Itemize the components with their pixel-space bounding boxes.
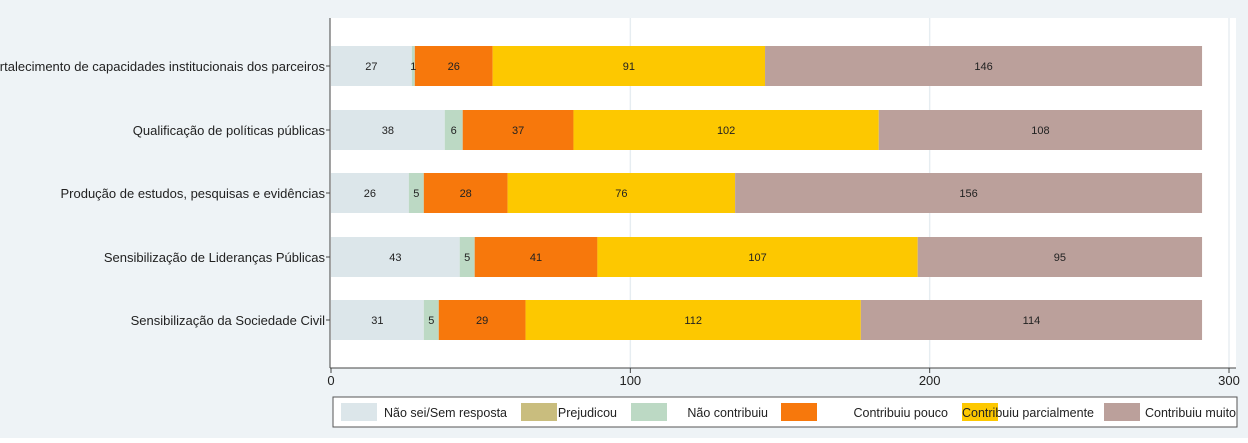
bar-value-label: 27 [365, 61, 377, 73]
bar-value-label: 26 [448, 61, 460, 73]
bar-value-label: 41 [530, 252, 542, 264]
x-axis: 0 100 200 300 [326, 18, 1240, 388]
legend-item-label: Contribuiu pouco [853, 406, 948, 420]
legend-item-label: Contribuiu muito [1145, 406, 1236, 420]
category-label: Sensibilização de Lideranças Públicas [104, 250, 326, 265]
bar-segment [438, 300, 526, 340]
bar-value-label: 102 [717, 125, 735, 137]
legend: Não sei/Sem resposta Prejudicou Não contri… [332, 396, 1238, 428]
legend-swatch [1104, 403, 1140, 421]
legend-item-label: Prejudicou [558, 406, 617, 420]
bar-value-label: 108 [1031, 125, 1049, 137]
bar-segment [462, 110, 574, 150]
bar-segment [878, 110, 1203, 150]
x-tick-label: 0 [327, 373, 334, 388]
legend-item-label: Contribuiu parcialmente [962, 406, 1094, 420]
bar-value-labels: 27 1 26 91 146 38 6 37 102 108 26 5 28 76 156 43 5 41 107 9… [364, 61, 1066, 327]
bar-segment [331, 300, 424, 340]
bar-value-label: 38 [382, 125, 394, 137]
bar-value-label: 146 [974, 61, 992, 73]
bar-value-label: 1 [410, 61, 416, 73]
bar-segment [507, 173, 736, 213]
bar-segment [423, 300, 439, 340]
bar-value-label: 114 [1023, 315, 1041, 327]
bar-segment [331, 110, 445, 150]
category-label: Produção de estudos, pesquisas e evidênc… [60, 186, 325, 201]
bar-segment [331, 46, 412, 86]
category-label: Sensibilização da Sociedade Civil [131, 313, 326, 328]
x-tick-label: 200 [919, 373, 941, 388]
bar-segment [597, 237, 918, 277]
bar-segment [423, 173, 508, 213]
bar-segment [573, 110, 879, 150]
legend-swatch [781, 403, 817, 421]
bar-value-label: 29 [476, 315, 488, 327]
bar-value-label: 107 [748, 252, 766, 264]
bar-segment [917, 237, 1203, 277]
bar-value-label: 5 [428, 315, 434, 327]
legend-item-label: Não sei/Sem resposta [384, 406, 507, 420]
bar-segment [459, 237, 475, 277]
category-label: Qualificação de políticas públicas [133, 123, 326, 138]
bar-value-label: 5 [413, 188, 419, 200]
category-label: Fortalecimento de capacidades institucio… [0, 59, 325, 74]
x-tick-label: 100 [619, 373, 641, 388]
bar-value-label: 91 [623, 61, 635, 73]
bar-value-label: 31 [371, 315, 383, 327]
legend-swatch [341, 403, 377, 421]
x-tick-label: 300 [1218, 373, 1240, 388]
bar-segment [474, 237, 598, 277]
bar-segment [331, 173, 409, 213]
bar-value-label: 43 [389, 252, 401, 264]
bar-value-label: 26 [364, 188, 376, 200]
legend-swatch [962, 403, 998, 421]
bar-segment [414, 46, 493, 86]
bar-segment [411, 46, 415, 86]
bar-value-label: 5 [464, 252, 470, 264]
bar-segment [735, 173, 1203, 213]
bar-segment [408, 173, 424, 213]
bar-value-label: 37 [512, 125, 524, 137]
bars [331, 46, 1203, 340]
legend-swatch [631, 403, 667, 421]
bar-segment [444, 110, 463, 150]
bar-segment [860, 300, 1203, 340]
legend-item-label: Não contribuiu [687, 406, 768, 420]
legend-swatch [521, 403, 557, 421]
bar-value-label: 156 [959, 188, 977, 200]
bar-segment [492, 46, 766, 86]
bar-segment [331, 237, 460, 277]
bar-value-label: 28 [460, 188, 472, 200]
bar-value-label: 95 [1054, 252, 1066, 264]
bar-segment [525, 300, 861, 340]
bar-segment [765, 46, 1203, 86]
bar-value-label: 76 [615, 188, 627, 200]
bar-value-label: 112 [684, 315, 702, 327]
bar-value-label: 6 [451, 125, 457, 137]
category-labels: Fortalecimento de capacidades institucio… [0, 59, 325, 328]
